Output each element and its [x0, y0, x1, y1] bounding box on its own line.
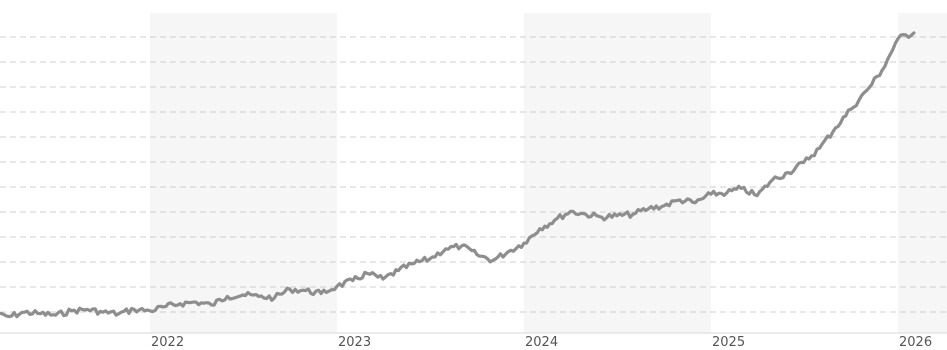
year-band-2022 [150, 13, 337, 333]
x-tick-label-2025: 2025 [712, 335, 745, 350]
series-group [0, 31, 916, 319]
year-bands [150, 13, 947, 333]
series-line [0, 31, 916, 319]
x-tick-label-2023: 2023 [338, 335, 371, 350]
year-band-2026 [898, 13, 947, 333]
x-tick-label-2024: 2024 [525, 335, 558, 350]
year-band-2024 [524, 13, 711, 333]
x-tick-label-2022: 2022 [151, 335, 184, 350]
x-tick-label-2026: 2026 [899, 335, 932, 350]
x-axis-ticks: 2022 2023 2024 2025 2026 [151, 335, 932, 350]
gridlines [0, 36, 947, 313]
